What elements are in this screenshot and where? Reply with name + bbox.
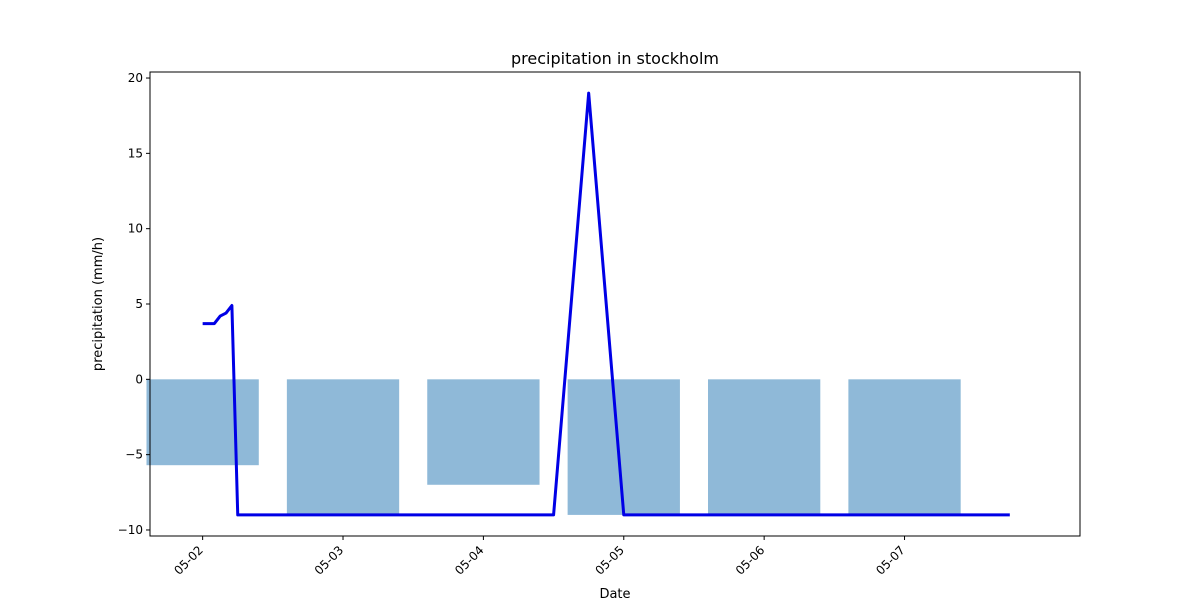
precipitation-line xyxy=(202,91,1010,517)
bar xyxy=(286,379,400,515)
bar xyxy=(567,379,680,515)
line-layer xyxy=(202,91,1010,517)
x-tick-label: 05-06 xyxy=(733,543,768,578)
y-tick-label: −5 xyxy=(125,448,143,462)
y-tick-label: −10 xyxy=(118,523,143,537)
x-tick-label: 05-02 xyxy=(171,543,206,578)
y-axis-label: precipitation (mm/h) xyxy=(91,237,106,371)
y-tick-label: 15 xyxy=(128,146,143,160)
y-axis: −10 −5 0 5 10 15 20 xyxy=(118,71,150,537)
y-tick-label: 10 xyxy=(128,222,143,236)
bar xyxy=(708,379,821,515)
chart-title: precipitation in stockholm xyxy=(511,49,719,68)
x-tick-label: 05-04 xyxy=(452,543,487,578)
x-axis-label: Date xyxy=(599,587,630,600)
y-tick-label: 5 xyxy=(135,297,143,311)
x-tick-label: 05-05 xyxy=(593,543,628,578)
x-tick-label: 05-07 xyxy=(873,543,908,578)
bar xyxy=(146,379,259,466)
bar xyxy=(427,379,540,485)
x-tick-label: 05-03 xyxy=(312,543,347,578)
bars xyxy=(146,379,961,515)
y-tick-label: 20 xyxy=(128,71,143,85)
bar xyxy=(848,379,961,515)
x-axis: 05-02 05-03 05-04 05-05 05-06 05-07 xyxy=(171,536,908,578)
y-tick-label: 0 xyxy=(135,372,143,386)
